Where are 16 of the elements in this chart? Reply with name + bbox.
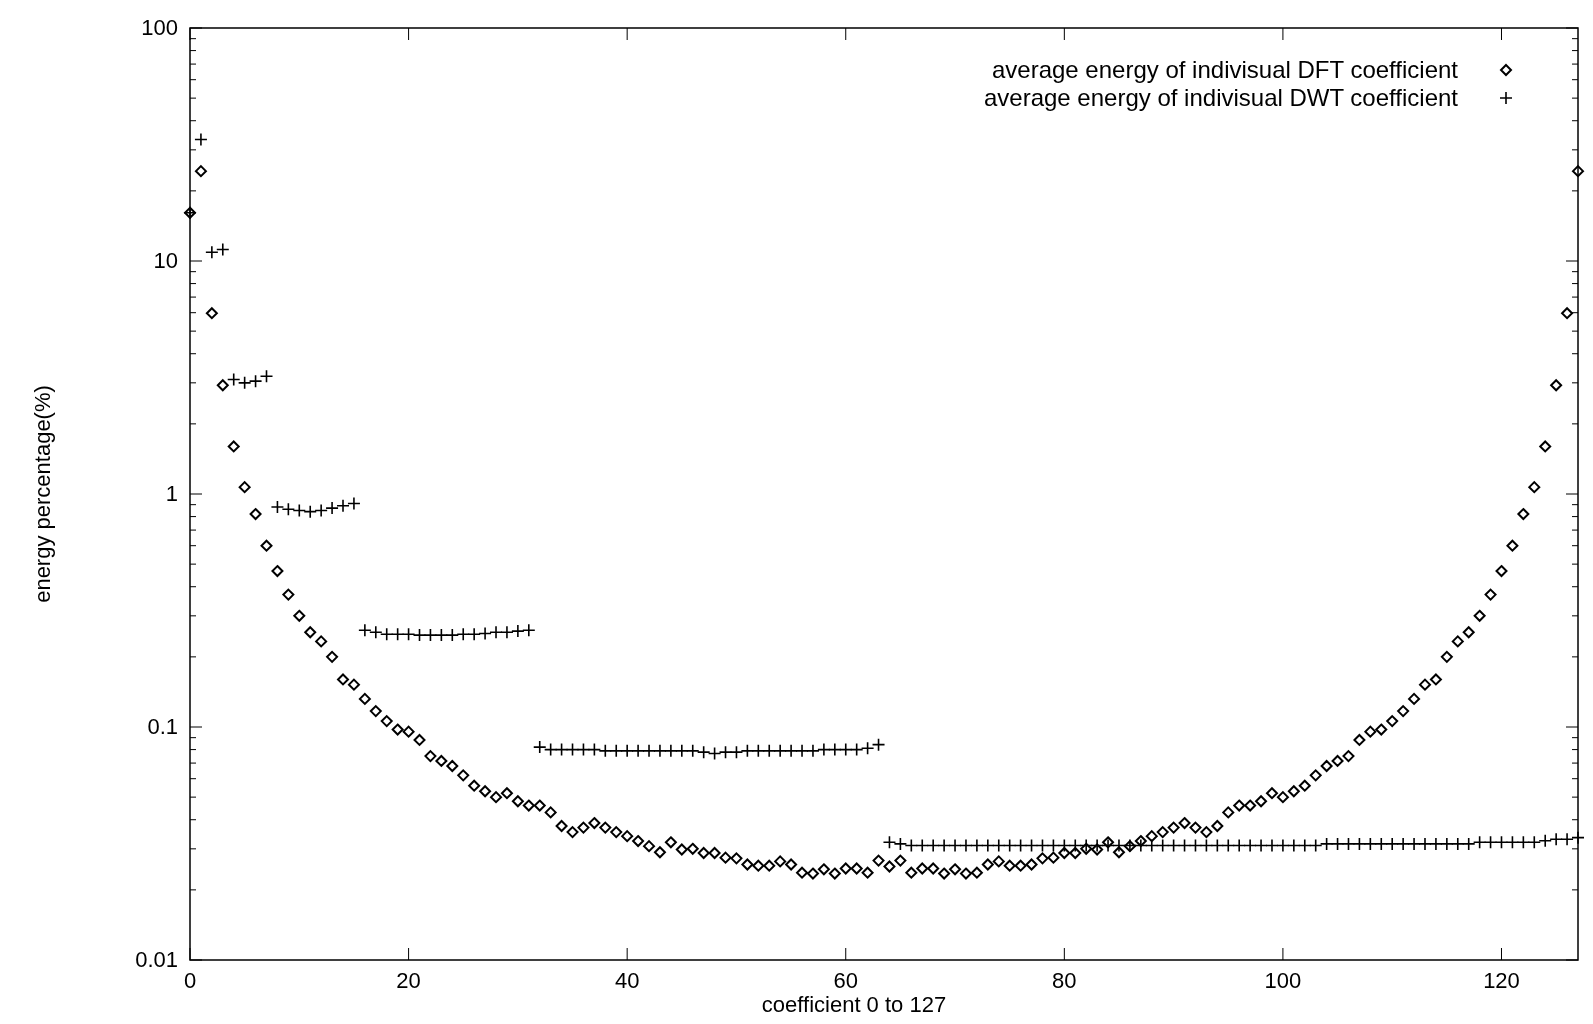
y-tick-label: 0.1 [147,714,178,739]
legend-label: average energy of indivisual DWT coefficient [983,84,1459,111]
x-tick-label: 100 [1264,968,1302,993]
x-tick-label: 0 [183,968,197,993]
legend-label: average energy of indivisual DFT coefficient [991,56,1459,83]
y-axis-title: energy percentage(%) [30,385,55,603]
x-axis-title: coefficient 0 to 127 [761,992,947,1017]
y-tick-label: 0.01 [135,947,178,972]
y-tick-label: 100 [141,15,178,40]
x-tick-label: 60 [833,968,858,993]
x-tick-label: 80 [1052,968,1077,993]
y-tick-label: 1 [165,481,178,506]
x-tick-label: 40 [614,968,640,993]
y-tick-label: 10 [153,248,178,273]
x-tick-label: 120 [1483,968,1520,993]
x-tick-label: 20 [396,968,421,993]
